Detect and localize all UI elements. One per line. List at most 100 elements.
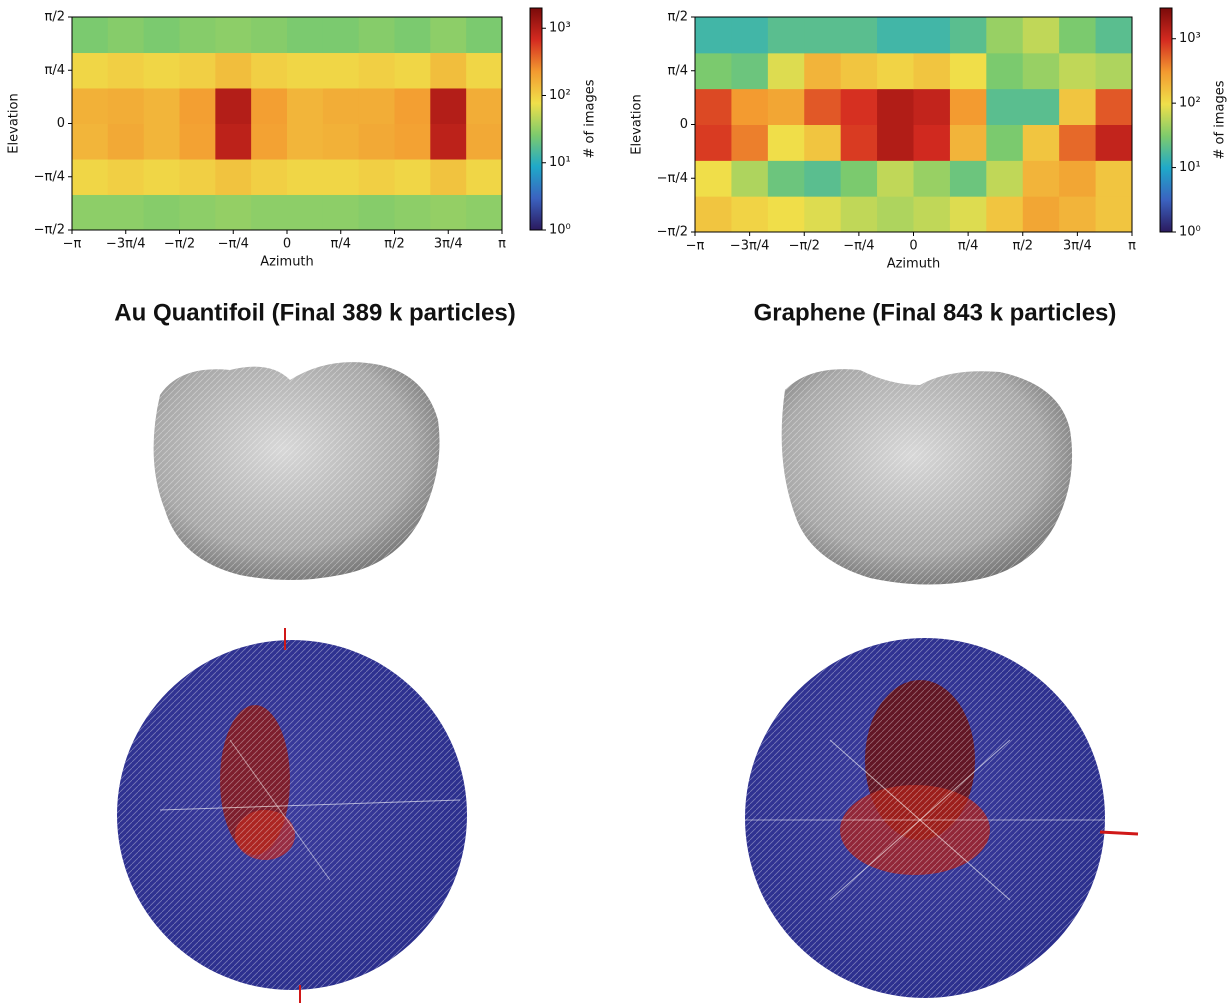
heatmap-cell [1096, 196, 1133, 232]
heatmap-cell [215, 124, 251, 160]
heatmap-cell [768, 125, 805, 161]
heatmap-cell [695, 53, 732, 89]
heatmap-cell [251, 124, 287, 160]
heatmap-cell [251, 17, 287, 53]
x-tick-label: π/4 [958, 239, 978, 254]
heatmap-cell [359, 88, 395, 124]
heatmap-cell [430, 124, 466, 160]
heatmap-cell [1023, 160, 1060, 196]
heatmap-cell [179, 124, 215, 160]
y-tick-label: π/2 [45, 10, 65, 25]
heatmap-cell [430, 53, 466, 89]
heatmap-cell [466, 17, 502, 53]
heatmap-cell [1096, 53, 1133, 89]
heatmap-cell [768, 196, 805, 232]
colorbar-tick-label: 10³ [549, 21, 571, 36]
heatmap-cell [841, 125, 878, 161]
heatmap-cell [466, 159, 502, 195]
heatmap-cell [395, 124, 431, 160]
heatmap-cell [395, 159, 431, 195]
heatmap-cell [323, 88, 359, 124]
heatmap-cell [466, 88, 502, 124]
heatmap-cell [695, 196, 732, 232]
heatmap-cell [144, 88, 180, 124]
heatmap-cell [395, 17, 431, 53]
heatmap-cell [72, 88, 108, 124]
heatmap-cell [108, 88, 144, 124]
heatmap-cell [466, 53, 502, 89]
y-axis-label: Elevation [630, 94, 645, 154]
heatmap-cell [395, 194, 431, 230]
heatmap-cell [287, 124, 323, 160]
heatmap-cell [1096, 89, 1133, 125]
heatmap-cell [914, 89, 951, 125]
heatmap-cell [466, 124, 502, 160]
heatmap-cell [731, 17, 768, 53]
heatmap-cell [430, 159, 466, 195]
heatmap-cell [179, 159, 215, 195]
x-tick-label: −π/2 [789, 239, 820, 254]
heatmap-cell [359, 159, 395, 195]
heatmap-cell [144, 53, 180, 89]
heatmap-cell [215, 159, 251, 195]
x-tick-label: −π/2 [164, 237, 195, 252]
heatmap-cell [1096, 17, 1133, 53]
y-tick-label: π/4 [45, 63, 65, 78]
heatmap-cell [695, 17, 732, 53]
x-tick-label: 3π/4 [1063, 239, 1092, 254]
heatmap-cell [986, 53, 1023, 89]
heatmap-cell [1059, 125, 1096, 161]
x-tick-label: −3π/4 [730, 239, 770, 254]
heatmap-cell [950, 160, 987, 196]
heatmap-cell [731, 89, 768, 125]
heatmap-cell [466, 194, 502, 230]
y-tick-label: π/4 [668, 63, 688, 78]
x-tick-label: −π [686, 239, 705, 254]
heatmap-cell [914, 196, 951, 232]
heatmap-cell [1023, 125, 1060, 161]
heatmap-cell [108, 53, 144, 89]
heatmap-cell [359, 194, 395, 230]
y-tick-label: π/2 [668, 10, 688, 25]
heatmap-cell [877, 53, 914, 89]
heatmap-cell [287, 194, 323, 230]
y-tick-label: −π/4 [657, 171, 688, 186]
heatmap-cell [395, 88, 431, 124]
heatmap-cell [914, 160, 951, 196]
heatmap-cell [950, 17, 987, 53]
colorbar-tick-label: 10⁰ [549, 223, 571, 238]
y-tick-label: −π/2 [34, 223, 65, 238]
heatmap-cell [731, 160, 768, 196]
heatmap-cell [841, 53, 878, 89]
heatmap-cell [877, 89, 914, 125]
heatmap-cell [1023, 89, 1060, 125]
heatmap-cell [72, 53, 108, 89]
panel-title: Graphene (Final 843 k particles) [754, 299, 1117, 326]
colorbar-tick-label: 10¹ [549, 155, 571, 170]
heatmap-cell [72, 194, 108, 230]
heatmap-cell [430, 194, 466, 230]
colorbar [1160, 8, 1172, 232]
x-tick-label: 0 [283, 237, 291, 252]
heatmap-cell [359, 124, 395, 160]
angular-distribution-sphere [117, 628, 467, 1003]
heatmap-cell [323, 53, 359, 89]
heatmap-cell [1059, 89, 1096, 125]
heatmap-cell [695, 160, 732, 196]
heatmap-cell [950, 196, 987, 232]
angular-distribution-sphere [745, 638, 1138, 998]
heatmap-cell [877, 125, 914, 161]
colorbar-label: # of images [583, 79, 598, 158]
heatmap-cell [215, 194, 251, 230]
heatmap-cell [287, 159, 323, 195]
heatmap-cell [986, 125, 1023, 161]
heatmap-cell [359, 53, 395, 89]
heatmap-cell [1023, 53, 1060, 89]
heatmap-cell [251, 53, 287, 89]
heatmap-cell [768, 53, 805, 89]
heatmap-cell [768, 17, 805, 53]
heatmap-cell [731, 53, 768, 89]
heatmap-cell [179, 88, 215, 124]
heatmap-cell [72, 159, 108, 195]
heatmap-cell [287, 17, 323, 53]
